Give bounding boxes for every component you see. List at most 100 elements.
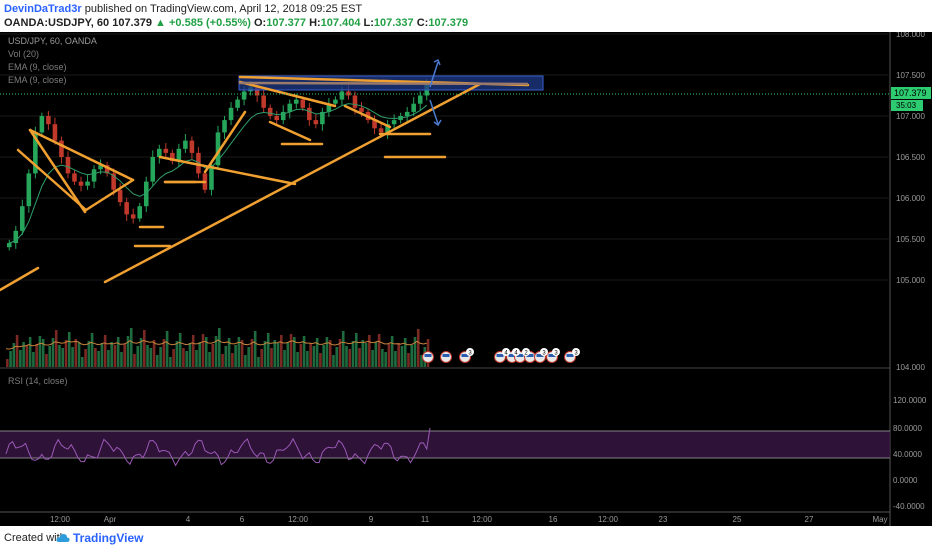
volume-bar <box>87 341 91 367</box>
candle-body <box>209 165 214 190</box>
volume-bar <box>276 343 280 367</box>
author-link[interactable]: DevinDaTrad3r <box>4 3 82 15</box>
last-price-tag <box>891 87 931 99</box>
candle-body <box>359 107 364 112</box>
ema-polyline <box>9 103 428 244</box>
candle-body <box>26 173 32 207</box>
candle-body <box>137 206 143 219</box>
volume-bar <box>54 330 58 367</box>
candle-body <box>6 243 12 248</box>
event-count-badge: 3 <box>552 348 560 357</box>
volume-bar <box>201 334 205 367</box>
volume-bar <box>381 349 384 367</box>
trendline <box>0 266 40 292</box>
candle-body <box>293 99 299 104</box>
volume-bar <box>387 344 391 367</box>
volume-bar <box>126 336 130 367</box>
volume-bar <box>384 352 387 367</box>
volume-bar <box>136 346 140 367</box>
volume-bar <box>38 336 42 367</box>
volume-bar <box>286 342 290 367</box>
tradingview-brand-link[interactable]: TradingView <box>73 531 144 545</box>
volume-bar <box>51 338 55 367</box>
candle-body <box>228 107 234 121</box>
candle-body <box>222 120 227 133</box>
badge-circle <box>540 348 548 356</box>
candle-body <box>352 95 358 108</box>
resistance-line <box>238 81 529 86</box>
time-tick-label: 25 <box>733 515 742 524</box>
close-value: 107.379 <box>428 17 469 29</box>
volume-bar <box>231 353 234 367</box>
candle-body <box>117 189 123 203</box>
volume-bar <box>9 351 12 367</box>
event-count-badge: 3 <box>540 348 548 357</box>
badge-count: 3 <box>542 351 546 357</box>
volume-bar <box>146 345 149 367</box>
price-tick-label: 105.500 <box>896 235 925 244</box>
volume-bar <box>156 355 159 367</box>
rsi-line <box>5 427 431 467</box>
volume-bar <box>283 350 286 367</box>
volume-bar <box>328 340 332 367</box>
volume-bar <box>407 353 410 367</box>
time-tick-label: 11 <box>421 515 430 524</box>
volume-bar <box>341 331 345 367</box>
volume-bar <box>214 336 218 367</box>
low-value: 107.337 <box>373 17 414 29</box>
trendline <box>268 120 312 142</box>
volume-bar <box>394 351 397 367</box>
trendline <box>84 178 135 212</box>
low-label: L: <box>363 17 374 29</box>
volume-bar <box>345 346 348 367</box>
event-badge <box>422 351 434 363</box>
volume-bar <box>22 342 25 367</box>
candle-body <box>287 103 293 112</box>
volume-bar <box>28 337 32 367</box>
volume-bar <box>250 339 254 367</box>
volume-bar <box>253 331 257 367</box>
volume-bar <box>61 348 65 367</box>
candle-body <box>59 140 64 157</box>
volume-bar <box>129 328 133 367</box>
flag-stripe-icon <box>566 354 574 357</box>
candle-body <box>346 91 351 96</box>
volume-bar <box>198 342 202 367</box>
countdown-tag-text: 35:03 <box>896 101 917 110</box>
candle-body <box>267 107 273 116</box>
volume-bar <box>172 349 175 367</box>
down-arrowhead-icon <box>433 119 442 127</box>
volume-bar <box>302 336 306 367</box>
candle-body <box>235 99 240 108</box>
footer: Created with TradingView <box>0 526 932 550</box>
volume-bar <box>25 345 29 367</box>
volume-bar <box>90 333 94 367</box>
volume-bar <box>48 346 52 367</box>
candle-body <box>313 120 319 125</box>
volume-bar <box>191 335 195 367</box>
trendline <box>28 128 135 182</box>
down-arrow-icon <box>429 99 439 125</box>
published-text: published on TradingView.com, April 12, … <box>84 3 363 15</box>
volume-bars <box>5 328 430 367</box>
trendline <box>158 155 297 186</box>
trendlines[interactable] <box>0 75 530 292</box>
candle-body <box>254 87 260 96</box>
time-tick-label: 12:00 <box>598 515 619 524</box>
volume-bar <box>165 331 169 367</box>
price-tick-label: 107.500 <box>896 71 925 80</box>
volume-bar <box>416 329 420 367</box>
volume-bar <box>325 337 329 367</box>
badge-circle <box>502 348 510 356</box>
volume-bar <box>185 351 188 367</box>
rsi-tick-label: 40.0000 <box>893 450 922 459</box>
volume-bar <box>257 357 260 367</box>
rsi-tick-label: 120.0000 <box>893 396 927 405</box>
badge-count: 4 <box>514 351 518 357</box>
volume-bar <box>218 328 221 367</box>
ema-legend-1: EMA (9, close) <box>8 62 67 72</box>
close-label: C: <box>416 17 429 29</box>
